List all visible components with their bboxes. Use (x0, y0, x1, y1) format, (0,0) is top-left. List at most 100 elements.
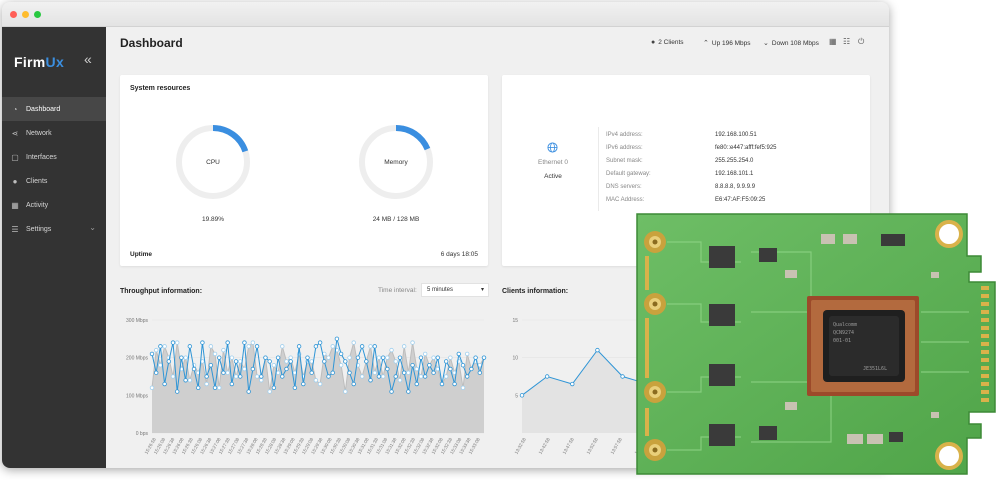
memory-donut (359, 125, 433, 199)
subnet-key: Subnet mask: (606, 158, 643, 164)
data-point (347, 370, 352, 375)
data-point (385, 366, 390, 372)
logo-accent: Ux (45, 54, 65, 70)
data-point (414, 381, 419, 387)
cpu-value: 19.89% (201, 216, 225, 223)
data-point (317, 381, 323, 387)
cpu-label: CPU (206, 159, 220, 166)
data-point (393, 374, 398, 379)
logo-main: Firm (14, 54, 46, 70)
data-point (443, 374, 449, 379)
collapse-sidebar-icon[interactable]: « (84, 51, 92, 67)
data-point (208, 344, 214, 349)
data-point (166, 359, 172, 364)
data-point (187, 344, 193, 349)
divider (598, 127, 599, 211)
sidebar-item-network[interactable]: ⋖ Network (2, 121, 106, 145)
sidebar-item-settings[interactable]: ☰ Settings ⌄ (2, 217, 106, 241)
dropdown-arrow-icon: ▾ (480, 287, 484, 293)
data-point (183, 378, 188, 383)
maximize-window-button[interactable] (34, 11, 41, 18)
subnet-value: 255.255.254.0 (715, 158, 754, 164)
data-point (196, 385, 201, 390)
data-point (330, 370, 335, 375)
sidebar-item-label: Settings (26, 225, 52, 233)
data-point (309, 370, 314, 375)
uptime-value: 6 days 18:05 (440, 251, 478, 258)
sidebar-item-dashboard[interactable]: ◔ Dashboard (2, 97, 106, 121)
data-point (271, 363, 277, 368)
data-point (372, 370, 377, 375)
data-point (162, 381, 167, 387)
data-point (464, 351, 470, 357)
data-point (170, 340, 176, 345)
calendar-icon[interactable]: ▦ (829, 37, 837, 46)
data-point (401, 344, 407, 349)
data-point (217, 355, 222, 360)
dns-value: 8.8.8.8, 9.9.9.9 (715, 184, 756, 190)
data-point (376, 374, 382, 379)
power-icon[interactable]: ⏻ (858, 37, 865, 46)
upload-speed: ⌃ Up 196 Mbps (703, 39, 751, 47)
title-bar (2, 2, 889, 27)
close-window-button[interactable] (10, 11, 17, 18)
shield-icon: ▢ (11, 152, 19, 162)
data-point (175, 340, 180, 345)
data-point (397, 355, 403, 360)
y-tick-label: 300 Mbps (126, 318, 148, 324)
data-point (452, 381, 457, 387)
data-point (338, 351, 344, 357)
data-point (250, 340, 256, 345)
sidebar-item-interfaces[interactable]: ▢ Interfaces (2, 145, 106, 169)
ipv6-key: IPv6 address: (606, 145, 643, 151)
data-point (280, 374, 285, 379)
data-point (326, 355, 331, 360)
data-point (175, 389, 180, 394)
data-point (427, 363, 432, 368)
data-point (217, 385, 222, 390)
data-point (380, 355, 386, 360)
data-point (187, 378, 193, 383)
data-point (233, 359, 239, 364)
data-point (301, 381, 306, 387)
data-point (385, 355, 390, 360)
svg-text:QCN9274: QCN9274 (833, 330, 854, 336)
sidebar-item-clients[interactable]: ● Clients (2, 169, 106, 193)
sidebar-item-activity[interactable]: ▦ Activity (2, 193, 106, 217)
chevron-down-icon[interactable]: ⌄ (89, 223, 96, 232)
data-point (418, 355, 424, 360)
sidebar-item-label: Network (26, 129, 52, 137)
data-point (225, 340, 230, 345)
data-point (284, 359, 289, 364)
wifi-module-board-image: Qualcomm QCN9274 001-01 JE351L6L (636, 213, 996, 475)
data-point (595, 347, 600, 353)
y-tick-label: 0 bps (136, 431, 149, 437)
system-resources-card: System resources CPU 19.89% Memory 24 MB… (120, 75, 488, 266)
minimize-window-button[interactable] (22, 11, 29, 18)
sidebar-item-label: Dashboard (26, 105, 61, 113)
data-point (259, 374, 264, 379)
data-point (204, 374, 209, 379)
time-interval-select[interactable]: 5 minutes ▾ (421, 283, 489, 297)
data-point (351, 381, 356, 387)
data-point (422, 351, 428, 357)
list-icon[interactable]: ☷ (843, 37, 851, 46)
memory-value: 24 MB / 128 MB (372, 216, 420, 223)
data-point (397, 378, 403, 383)
data-point (435, 355, 440, 360)
data-point (347, 355, 352, 360)
data-point (410, 340, 415, 345)
data-point (389, 389, 394, 394)
logo[interactable]: FirmUx (14, 54, 64, 70)
data-point (317, 340, 323, 345)
data-point (410, 363, 415, 368)
data-point (254, 374, 260, 379)
data-point (280, 344, 285, 349)
mac-key: MAC Address: (606, 197, 645, 203)
ipv4-value: 192.168.100.51 (715, 132, 757, 138)
data-point (229, 381, 235, 387)
gateway-value: 192.168.101.1 (715, 171, 754, 177)
data-point (275, 370, 281, 375)
sidebar-item-label: Clients (26, 177, 48, 185)
